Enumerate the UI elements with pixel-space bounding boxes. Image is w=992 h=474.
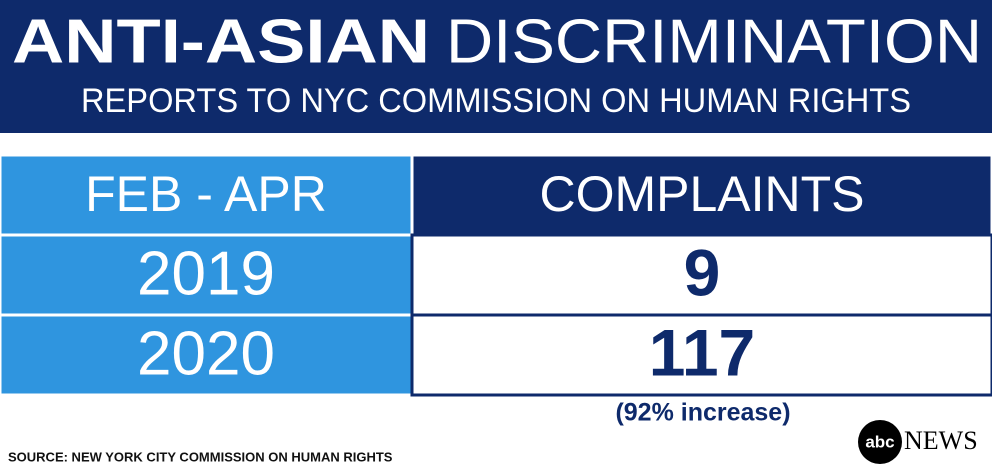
column-header: COMPLAINTS — [539, 166, 864, 222]
year: 2020 — [137, 319, 275, 388]
year: 2019 — [137, 239, 275, 308]
complaints: 117 — [649, 315, 755, 389]
logo-circle — [858, 420, 902, 464]
cell — [0, 233, 414, 317]
note: (92% increase) — [615, 399, 790, 427]
column-header: FEB - APR — [85, 166, 327, 222]
logo-text: NEWS — [904, 426, 978, 455]
complaints: 9 — [684, 235, 721, 309]
source: SOURCE: NEW YORK CITY COMMISSION ON HUMA… — [8, 449, 393, 464]
logo-mark: abc — [865, 432, 894, 451]
cell — [0, 313, 414, 397]
logo: abc NEWS — [858, 420, 978, 464]
title-bold: ANTI-ASIAN — [12, 7, 430, 76]
cell — [410, 313, 992, 397]
table: FEB - APR COMPLAINTS 2019 9 2020 117 — [0, 153, 992, 397]
subtitle: REPORTS TO NYC COMMISSION ON HUMAN RIGHT… — [81, 82, 911, 120]
title-light: DISCRIMINATION — [446, 7, 982, 76]
header-band — [0, 0, 992, 133]
